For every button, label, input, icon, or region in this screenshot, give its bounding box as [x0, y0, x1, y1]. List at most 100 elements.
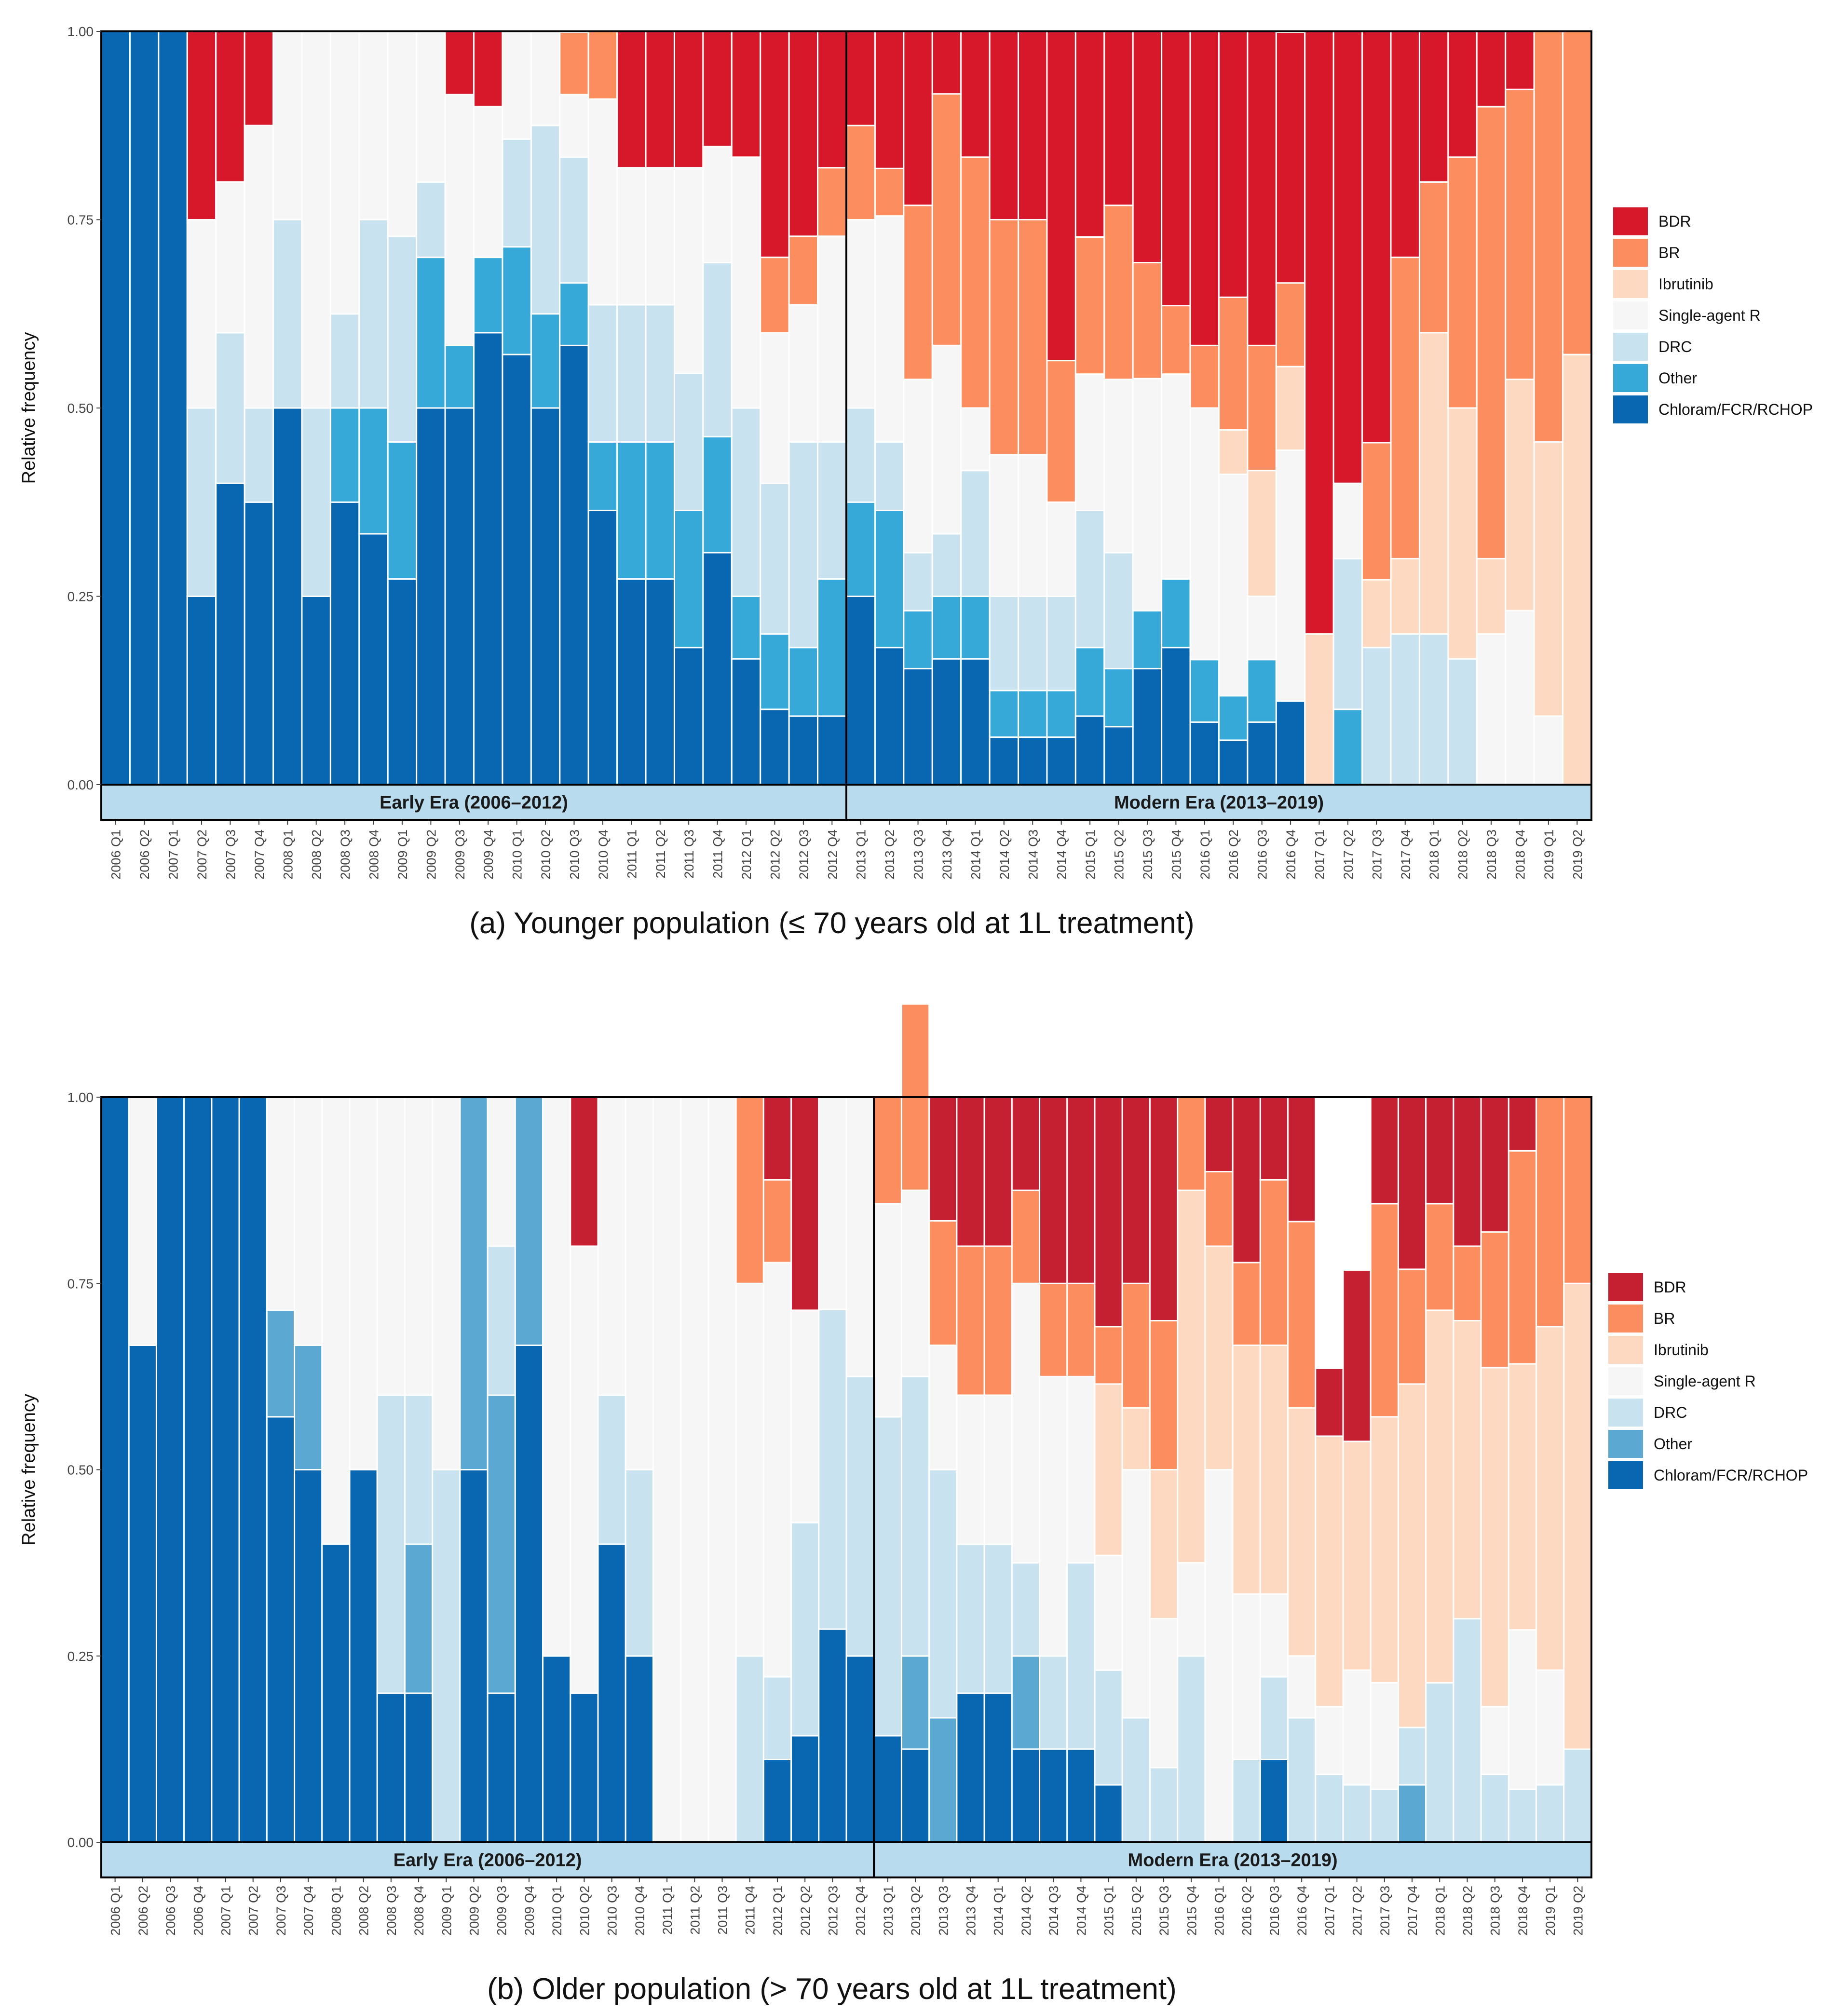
bar-segment-drc — [625, 1469, 654, 1657]
bar-segment-br — [903, 204, 933, 381]
bar-segment-single-agent-r — [1149, 1618, 1179, 1768]
bar-segment-br — [931, 93, 962, 346]
bar-segment-br — [1562, 30, 1592, 355]
bar-segment-chloram-fcr-rchop — [238, 1096, 268, 1843]
bar-segment-drc — [1039, 1655, 1068, 1750]
bar-segment-bdr — [762, 1096, 792, 1181]
bar-segment-drc — [530, 124, 561, 315]
legend-label: Chloram/FCR/RCHOP — [1658, 401, 1813, 418]
bar-segment-br — [1094, 1326, 1123, 1385]
bar-segment-bdr — [215, 30, 245, 183]
bar-segment-single-agent-r — [444, 94, 475, 346]
facet-panel-0: 2006 Q1 2006 Q2 2007 Q1 2007 Q2 2007 Q3 2007 … — [100, 29, 847, 880]
x-tick-label: 2007 Q4 — [252, 829, 267, 880]
bar-segment-single-agent-r — [790, 1309, 820, 1523]
bar-segment-drc — [1011, 1562, 1041, 1657]
bar-segment-chloram-fcr-rchop — [349, 1469, 378, 1843]
bar-segment-bdr — [817, 29, 847, 169]
bar-segment-drc — [1177, 1655, 1206, 1843]
bar-segment-drc — [1535, 1784, 1565, 1843]
bar-segment-ibrutinib — [1563, 1282, 1592, 1750]
x-tick-label: 2009 Q2 — [424, 829, 438, 880]
bar-segment-chloram-fcr-rchop — [183, 1096, 213, 1843]
bar-segment-ibrutinib — [1390, 557, 1420, 635]
bar-segment-drc — [215, 332, 245, 484]
bar-segment-single-agent-r — [266, 1096, 296, 1311]
bar-segment-single-agent-r — [301, 30, 331, 409]
bar-segment-bdr — [845, 30, 876, 126]
bar-segment-chloram-fcr-rchop — [1039, 1748, 1068, 1843]
x-tick-label: 2019 Q1 — [1542, 829, 1556, 880]
bar-segment-bdr — [731, 30, 761, 158]
bar-segment-single-agent-r — [1103, 379, 1134, 554]
bar-segment-drc — [845, 407, 876, 503]
y-tick-label: 0.75 — [68, 1276, 94, 1291]
bar-segment-chloram-fcr-rchop — [266, 1416, 296, 1843]
x-tick-label: 2007 Q1 — [166, 829, 181, 880]
bar-segment-bdr — [1074, 30, 1105, 238]
bar-segment-drc — [1149, 1767, 1179, 1843]
bar-segment-single-agent-r — [387, 29, 418, 237]
bar-segment-chloram-fcr-rchop — [597, 1543, 626, 1843]
bar-segment-drc — [1259, 1676, 1289, 1761]
bar-segment-drc — [1370, 1788, 1399, 1843]
bar-segment-single-agent-r — [597, 1096, 626, 1396]
bar-segment-chloram-fcr-rchop — [760, 708, 790, 786]
bar-segment-drc — [956, 1543, 985, 1694]
bar-segment-single-agent-r — [903, 379, 933, 554]
bar-segment-drc — [818, 1308, 847, 1630]
x-tick-label: 2008 Q3 — [384, 1886, 399, 1936]
bar-segment-chloram-fcr-rchop — [100, 30, 131, 786]
bar-segment-br — [1508, 1150, 1537, 1365]
bar-segment-drc — [760, 482, 790, 635]
bar-segment-bdr — [1204, 1096, 1234, 1172]
x-tick-label: 2015 Q3 — [1141, 829, 1155, 880]
bar-segment-single-agent-r — [1315, 1706, 1344, 1775]
facet-panel-1: 2013 Q1 2013 Q2 2013 Q3 2013 Q4 2014 Q1 2014 … — [845, 30, 1592, 880]
bar-segment-single-agent-r — [702, 146, 733, 264]
bar-segment-single-agent-r — [788, 304, 819, 443]
bar-segment-single-agent-r — [294, 1096, 323, 1346]
x-tick-label: 2007 Q3 — [223, 829, 238, 880]
facet-strip-label: Modern Era (2013–2019) — [1128, 1850, 1338, 1871]
bar-segment-drc — [329, 313, 360, 409]
x-tick-label: 2015 Q3 — [1157, 1886, 1171, 1936]
bar-segment-drc — [244, 407, 274, 503]
facet-strip-label: Modern Era (2013–2019) — [1114, 793, 1324, 813]
bar-segment-single-agent-r — [570, 1245, 599, 1694]
bar-segment-other — [559, 282, 589, 346]
bar-segment-chloram-fcr-rchop — [570, 1692, 599, 1843]
bar-segment-drc — [790, 1522, 820, 1737]
bar-segment-chloram-fcr-rchop — [731, 658, 761, 786]
bar-segment-chloram-fcr-rchop — [956, 1692, 985, 1843]
x-tick-label: 2015 Q2 — [1112, 829, 1127, 880]
bar-segment-bdr — [1397, 1096, 1427, 1270]
x-tick-label: 2019 Q2 — [1570, 829, 1585, 880]
bar-segment-single-agent-r — [530, 30, 561, 126]
x-tick-label: 2009 Q3 — [495, 1886, 509, 1936]
bar-segment-drc — [928, 1469, 958, 1719]
legend-label: Ibrutinib — [1654, 1341, 1709, 1359]
chart-younger-population: 2006 Q1 2006 Q2 2007 Q1 2007 Q2 2007 Q3 2007 … — [19, 24, 1813, 940]
bar-segment-ibrutinib — [1304, 633, 1334, 786]
x-tick-label: 2018 Q4 — [1513, 829, 1527, 880]
legend-label: Ibrutinib — [1658, 275, 1713, 293]
x-tick-label: 2016 Q1 — [1198, 829, 1212, 880]
bar-segment-bdr — [702, 29, 733, 148]
bar-segment-drc — [1361, 647, 1392, 786]
bar-segment-bdr — [1161, 30, 1191, 307]
bar-segment-drc — [1390, 633, 1420, 786]
bar-segment-bdr — [673, 29, 704, 169]
bar-segment-chloram-fcr-rchop — [1074, 715, 1105, 786]
x-tick-label: 2007 Q3 — [274, 1886, 288, 1936]
bar-segment-single-agent-r — [1232, 1593, 1261, 1760]
bar-segment-other — [514, 1096, 544, 1346]
bar-segment-other — [416, 257, 446, 409]
bar-segment-single-agent-r — [900, 1189, 930, 1377]
bar-segment-ibrutinib — [1094, 1383, 1123, 1556]
bar-segment-br — [1074, 236, 1105, 375]
legend-label: Single-agent R — [1654, 1373, 1756, 1390]
bar-segment-other — [473, 257, 503, 334]
bar-segment-ibrutinib — [1121, 1407, 1151, 1471]
bar-segment-br — [956, 1245, 985, 1396]
